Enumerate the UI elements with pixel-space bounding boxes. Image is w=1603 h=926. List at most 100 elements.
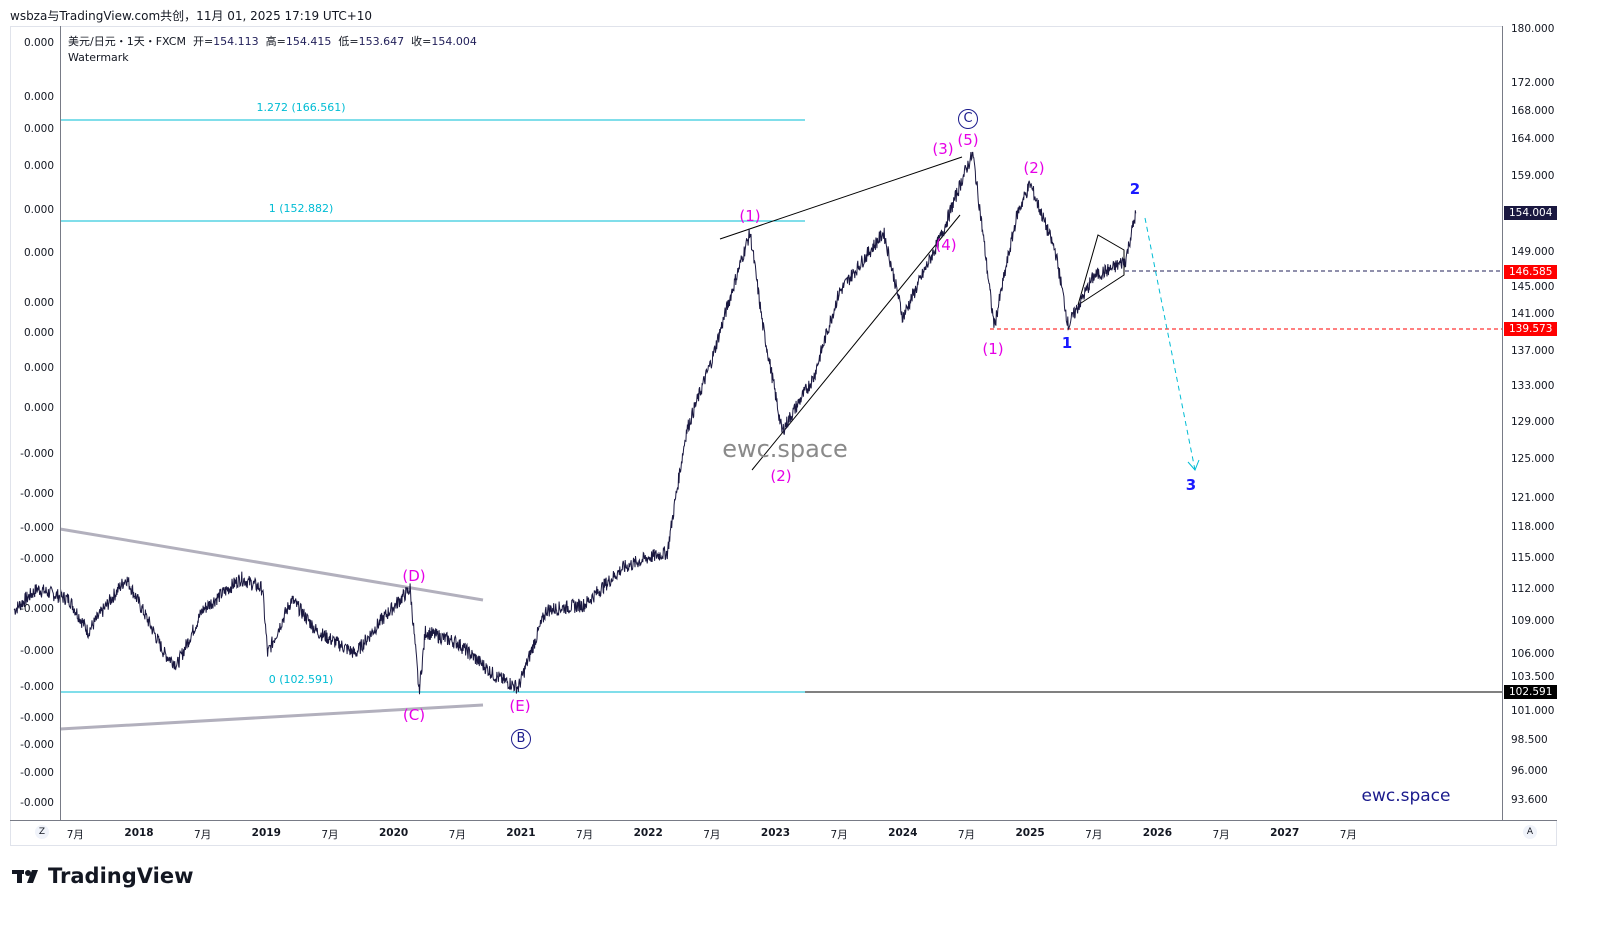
low-label: 低= [338,35,359,48]
wave-label-E: (E) [509,697,531,715]
right-axis-tick: 172.000 [1511,77,1555,89]
left-axis-tick: 0.000 [23,91,54,103]
right-axis-tick: 115.000 [1511,551,1555,564]
right-axis-tick: 98.500 [1511,734,1548,747]
time-axis-tick: 2018 [124,827,154,839]
wave-label-1: (1) [739,207,761,225]
left-axis-tick: -0.000 [20,712,54,724]
left-axis-tick: 0.000 [23,204,54,216]
time-axis-tick: 2023 [760,827,791,839]
time-axis-tick: 2019 [251,827,281,839]
right-axis-tick: 180.000 [1511,23,1555,36]
right-axis-tick: 159.000 [1511,169,1555,182]
time-axis-tick: 7月 [703,829,721,841]
time-axis-tick: 7月 [66,829,84,841]
fib-label-1272: 1.272 (166.561) [256,101,346,114]
price-badge-base: 102.591 [1504,685,1558,700]
wave-label-circle-C: C [958,109,978,129]
price-badge-last: 154.004 [1504,206,1558,221]
tradingview-logo[interactable]: TradingView [12,864,193,888]
time-axis-tick: 7月 [321,829,339,841]
time-axis-tick: 2024 [888,827,918,839]
price-badge-level1: 146.585 [1504,264,1558,279]
left-axis-tick: -0.000 [20,603,54,615]
left-axis-tick: -0.000 [20,522,54,534]
symbol-label[interactable]: 美元/日元・1天・FXCM [68,35,186,48]
time-axis-tick: 7月 [194,829,212,841]
left-axis-tick: 0.000 [23,123,54,135]
wave-label-D: (D) [402,567,426,585]
wave-label-4: (4) [935,236,957,254]
open-value: 154.113 [213,35,259,48]
left-axis-tick: 0.000 [23,160,54,172]
left-axis-tick: 0.000 [23,247,54,259]
left-axis-tick: -0.000 [20,448,54,460]
time-axis-tick: 2022 [633,827,663,839]
high-label: 高= [265,35,286,48]
time-axis-tick: 7月 [448,829,466,841]
left-price-axis[interactable]: 0.000 0.000 0.000 0.000 0.000 0.000 0.000 0.000… [10,26,61,820]
time-axis-tick: 2020 [378,827,409,839]
left-axis-tick: 0.000 [23,297,54,309]
auto-scale-button[interactable]: A [1523,825,1537,839]
time-axis-tick: 7月 [575,829,594,841]
wave-label-new-1: (1) [982,340,1004,358]
watermark-corner: ewc.space [1361,786,1451,806]
right-price-axis[interactable]: 180.000 172.000 168.000 164.000 159.000 149.0… [1502,23,1558,820]
watermark-indicator[interactable]: Watermark [68,51,129,64]
watermark-center: ewc.space [722,435,848,463]
time-axis-tick: 7月 [1339,829,1357,841]
left-axis-tick: -0.000 [20,739,54,751]
wave-label-3: (3) [932,140,954,158]
right-axis-tick: 118.000 [1511,521,1555,534]
low-value: 153.647 [358,35,405,48]
auto-scale-left-button[interactable]: Z [35,825,49,839]
right-axis-tick: 103.500 [1511,671,1555,684]
wave-label-circle-B: B [511,729,531,749]
left-axis-tick: -0.000 [20,553,54,565]
triangle-upper-line [59,527,484,602]
left-axis-tick: -0.000 [20,488,54,500]
time-axis-tick: 7月 [1085,829,1103,841]
left-axis-tick: 0.000 [23,362,54,374]
time-axis-tick: 2021 [506,827,536,839]
wave-label-2: (2) [770,467,792,485]
brand-name: TradingView [48,864,194,888]
left-axis-tick: 0.000 [23,37,54,49]
time-axis[interactable]: Z A 7月 2018 7月 2019 7月 2020 7月 2021 7月 2022 7月 2023… [10,820,1557,846]
time-axis-tick: 7月 [1212,829,1230,841]
left-axis-tick: 0.000 [23,327,54,339]
high-value: 154.415 [285,35,332,48]
wave-label-C: (C) [402,706,426,724]
arrow-head-icon [1187,459,1200,471]
right-axis-tick: 129.000 [1511,416,1555,429]
wave-label-5: (5) [957,131,979,149]
time-axis-tick: 7月 [830,829,848,841]
right-axis-tick: 96.000 [1511,764,1548,777]
symbol-legend: 美元/日元・1天・FXCM 开=154.113 高=154.415 低=153.… [68,34,477,66]
open-label: 开= [192,35,214,48]
right-axis-tick: 141.000 [1511,308,1555,321]
right-axis-tick: 149.000 [1511,246,1555,259]
right-axis-tick: 145.000 [1511,280,1555,293]
trend-upper-line [719,156,963,240]
price-badge-level2: 139.573 [1504,322,1558,337]
time-axis-tick: 2026 [1142,827,1173,839]
close-value: 154.004 [431,35,477,48]
right-axis-tick: 121.000 [1511,491,1555,504]
left-axis-tick: -0.000 [20,645,54,657]
fib-label-1: 1 (152.882) [268,202,334,215]
close-label: 收= [411,35,432,48]
right-axis-tick: 133.000 [1511,380,1555,393]
left-axis-tick: 0.000 [23,402,54,414]
right-axis-tick: 106.000 [1511,647,1555,660]
wedge-pattern [1077,234,1125,306]
chart-credit: wsbza与TradingView.com共创，11月 01, 2025 17:… [10,9,373,23]
right-axis-tick: 112.000 [1511,582,1555,595]
minor-wave-1: 1 [1061,334,1073,352]
right-axis-tick: 109.000 [1511,614,1555,627]
time-axis-tick: 7月 [957,829,976,841]
wave-label-new-2: (2) [1023,159,1045,177]
time-axis-tick: 2027 [1270,827,1300,839]
